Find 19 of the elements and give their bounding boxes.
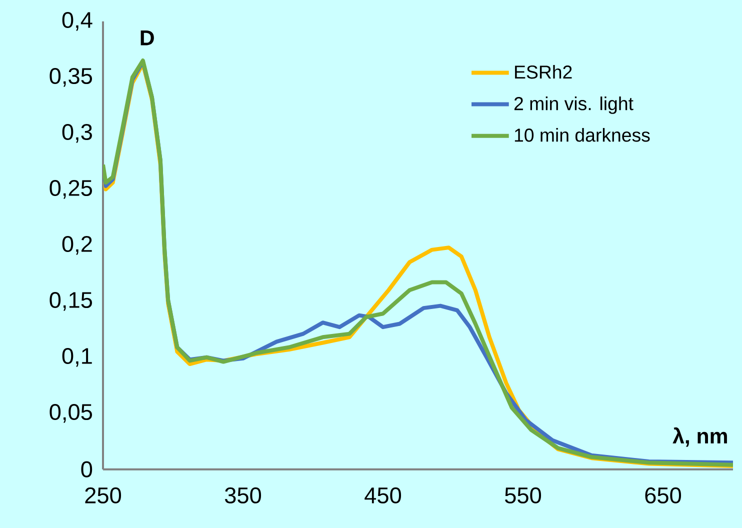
legend-label: 2 min vis. light (514, 96, 634, 114)
y-tick-label: 0,05 (50, 404, 92, 423)
y-tick-label: 0,35 (50, 68, 92, 87)
y-axis-title: D (140, 30, 154, 46)
x-tick-label: 550 (504, 487, 542, 504)
y-tick-label: 0,4 (62, 12, 92, 31)
y-tick-label: 0,15 (50, 292, 92, 311)
y-tick-label: 0,2 (62, 236, 92, 255)
x-axis-title: λ, nm (672, 427, 727, 447)
x-tick-label: 450 (364, 487, 402, 504)
legend-label: 10 min darkness (514, 128, 650, 142)
y-tick-label: 0 (81, 461, 92, 478)
y-tick-label: 0,1 (62, 348, 92, 367)
x-tick-label: 350 (224, 487, 262, 504)
y-tick-label: 0,25 (50, 180, 92, 199)
legend-label: ESRh2 (515, 65, 572, 79)
y-tick-label: 0,3 (62, 124, 92, 143)
x-tick-label: 250 (85, 487, 122, 504)
x-tick-label: 650 (645, 487, 682, 504)
